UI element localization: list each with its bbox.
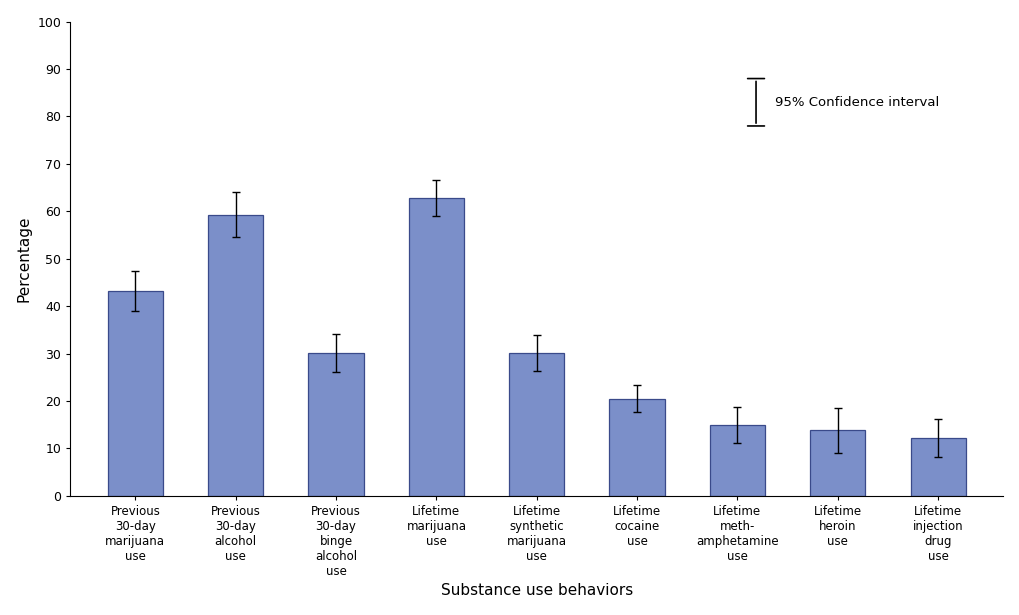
Bar: [508, 352, 564, 496]
Bar: [308, 352, 364, 496]
Text: 95% Confidence interval: 95% Confidence interval: [774, 96, 938, 109]
Bar: [910, 438, 965, 496]
Bar: [709, 424, 764, 496]
Bar: [108, 291, 163, 496]
Bar: [809, 430, 864, 496]
Bar: [208, 215, 263, 496]
Y-axis label: Percentage: Percentage: [16, 215, 32, 302]
X-axis label: Substance use behaviors: Substance use behaviors: [440, 584, 632, 598]
Bar: [609, 399, 664, 496]
Bar: [409, 198, 464, 496]
